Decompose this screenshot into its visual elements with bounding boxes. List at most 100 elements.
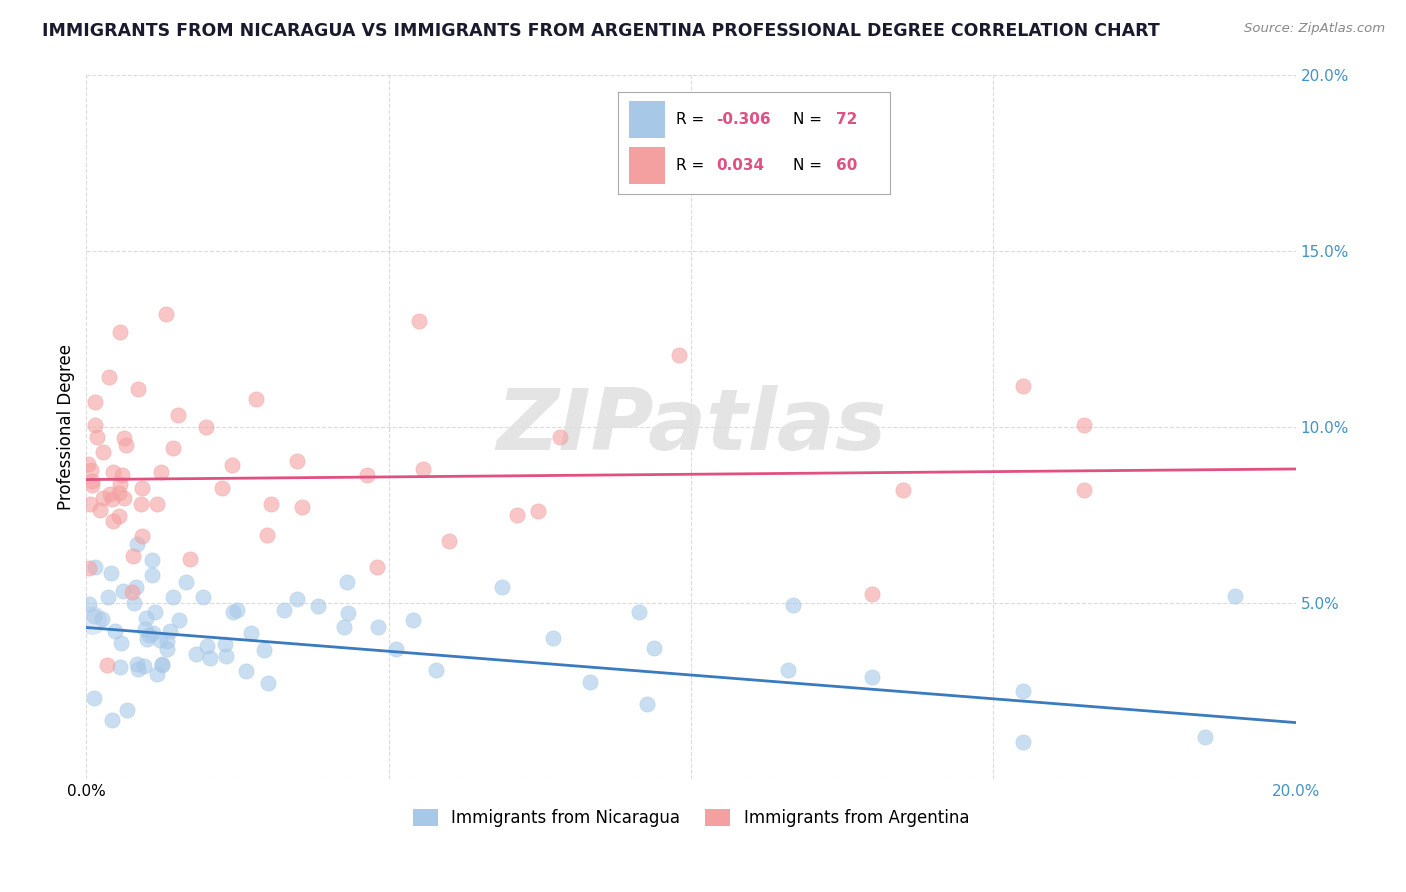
- Point: [135, 610, 157, 624]
- Point: [117, 703, 139, 717]
- Point: [141, 567, 163, 582]
- Point: [643, 640, 665, 655]
- Text: Source: ZipAtlas.com: Source: ZipAtlas.com: [1244, 22, 1385, 36]
- Point: [82, 478, 104, 492]
- Point: [150, 658, 173, 673]
- Point: [174, 575, 197, 590]
- Point: [89, 502, 111, 516]
- Point: [215, 648, 238, 663]
- Point: [110, 635, 132, 649]
- Point: [167, 408, 190, 422]
- Point: [367, 620, 389, 634]
- Point: [131, 481, 153, 495]
- Point: [221, 458, 243, 473]
- Point: [149, 632, 172, 647]
- Point: [285, 592, 308, 607]
- Point: [125, 537, 148, 551]
- Point: [129, 497, 152, 511]
- Point: [252, 642, 274, 657]
- Point: [90, 612, 112, 626]
- Point: [891, 483, 914, 497]
- Point: [668, 348, 690, 362]
- Point: [108, 325, 131, 339]
- Point: [122, 596, 145, 610]
- Point: [1012, 735, 1035, 749]
- Point: [159, 624, 181, 639]
- Point: [240, 625, 263, 640]
- Point: [491, 580, 513, 594]
- Point: [155, 307, 177, 321]
- Point: [135, 632, 157, 646]
- Point: [108, 485, 131, 500]
- Point: [245, 392, 267, 406]
- Point: [184, 647, 207, 661]
- Point: [93, 491, 115, 505]
- Point: [86, 430, 108, 444]
- Point: [412, 462, 434, 476]
- Point: [162, 590, 184, 604]
- Point: [527, 504, 550, 518]
- Point: [121, 549, 143, 563]
- Point: [79, 463, 101, 477]
- Point: [134, 659, 156, 673]
- Point: [83, 691, 105, 706]
- Point: [101, 713, 124, 727]
- Point: [96, 658, 118, 673]
- Point: [146, 497, 169, 511]
- Point: [776, 663, 799, 677]
- Point: [111, 467, 134, 482]
- Point: [83, 394, 105, 409]
- Point: [167, 613, 190, 627]
- Point: [127, 382, 149, 396]
- Point: [108, 508, 131, 523]
- Point: [104, 624, 127, 638]
- Point: [156, 634, 179, 648]
- Point: [860, 670, 883, 684]
- Point: [1012, 684, 1035, 698]
- Point: [101, 466, 124, 480]
- Point: [98, 487, 121, 501]
- Point: [1073, 417, 1095, 432]
- Point: [82, 614, 104, 628]
- Point: [235, 664, 257, 678]
- Point: [146, 666, 169, 681]
- Point: [100, 566, 122, 580]
- Point: [226, 603, 249, 617]
- Point: [425, 663, 447, 677]
- Point: [91, 445, 114, 459]
- Point: [273, 603, 295, 617]
- Point: [384, 642, 406, 657]
- Point: [195, 639, 218, 653]
- Point: [114, 438, 136, 452]
- Point: [112, 431, 135, 445]
- Point: [336, 607, 359, 621]
- Point: [191, 591, 214, 605]
- Point: [1073, 483, 1095, 497]
- Point: [83, 418, 105, 433]
- Point: [112, 583, 135, 598]
- Point: [356, 467, 378, 482]
- Point: [127, 663, 149, 677]
- Point: [79, 497, 101, 511]
- Point: [860, 586, 883, 600]
- Point: [162, 442, 184, 456]
- Point: [333, 620, 356, 634]
- Point: [307, 599, 329, 613]
- Point: [121, 585, 143, 599]
- Point: [437, 534, 460, 549]
- Point: [112, 491, 135, 505]
- Point: [1194, 730, 1216, 744]
- Point: [149, 465, 172, 479]
- Point: [636, 697, 658, 711]
- Point: [125, 657, 148, 671]
- Point: [198, 651, 221, 665]
- Point: [150, 657, 173, 672]
- Point: [82, 474, 104, 488]
- Point: [548, 429, 571, 443]
- Point: [101, 514, 124, 528]
- Point: [541, 631, 564, 645]
- Point: [156, 642, 179, 657]
- Point: [257, 676, 280, 690]
- Point: [83, 608, 105, 623]
- Point: [194, 420, 217, 434]
